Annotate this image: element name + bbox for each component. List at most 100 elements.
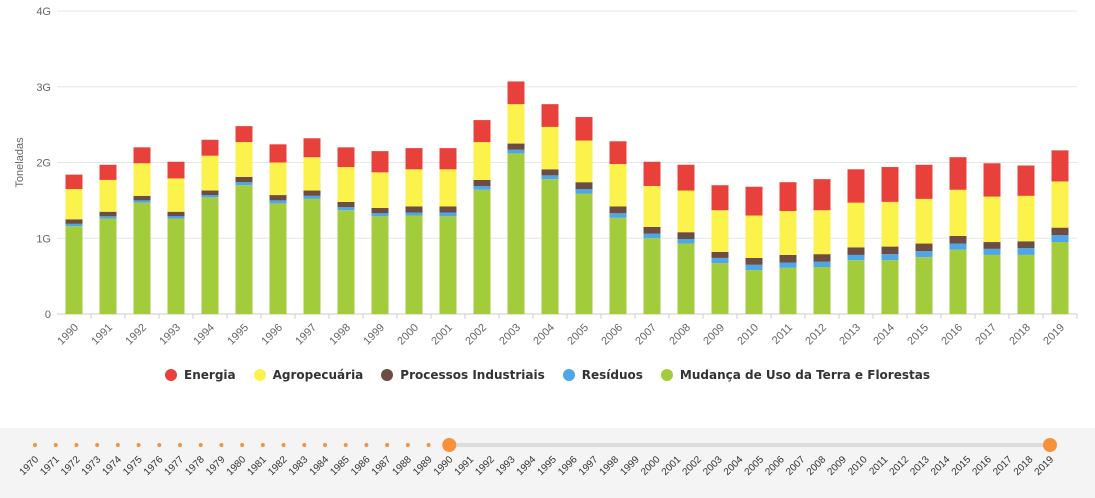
bar-residuos-1996[interactable] <box>269 200 287 204</box>
bar-processos-industriais-2003[interactable] <box>507 143 525 150</box>
timeline-track[interactable]: 1970197119721973197419751976197719781979… <box>0 428 1095 498</box>
timeline-year-label[interactable]: 2004 <box>722 454 746 478</box>
bar-residuos-2000[interactable] <box>405 212 423 216</box>
timeline-year-dot[interactable] <box>157 443 162 447</box>
bar-mudanca-de-uso-da-terra-e-florestas-2015[interactable] <box>915 257 933 314</box>
timeline-year-label[interactable]: 1999 <box>618 454 642 478</box>
bar-residuos-1999[interactable] <box>371 213 389 217</box>
bar-processos-industriais-1990[interactable] <box>65 219 83 224</box>
bar-processos-industriais-1996[interactable] <box>269 195 287 201</box>
bar-residuos-2015[interactable] <box>915 251 933 258</box>
bar-mudanca-de-uso-da-terra-e-florestas-2018[interactable] <box>1017 254 1035 314</box>
bar-agropecuaria-2011[interactable] <box>779 210 797 255</box>
bar-energia-1998[interactable] <box>337 147 355 168</box>
bar-processos-industriais-1992[interactable] <box>133 195 151 201</box>
bar-agropecuaria-1998[interactable] <box>337 167 355 202</box>
bar-agropecuaria-2014[interactable] <box>881 201 899 247</box>
bar-processos-industriais-2018[interactable] <box>1017 241 1035 249</box>
bar-mudanca-de-uso-da-terra-e-florestas-2017[interactable] <box>983 254 1001 314</box>
bar-agropecuaria-1991[interactable] <box>99 179 117 212</box>
bar-agropecuaria-2002[interactable] <box>473 142 491 180</box>
bar-agropecuaria-2003[interactable] <box>507 104 525 144</box>
bar-processos-industriais-2004[interactable] <box>541 169 559 176</box>
bar-energia-2001[interactable] <box>439 148 457 170</box>
timeline-year-dot[interactable] <box>343 443 348 447</box>
legend-item-residuos[interactable]: Resíduos <box>562 368 643 382</box>
timeline-year-dot[interactable] <box>323 443 327 447</box>
timeline-year-label[interactable]: 1971 <box>38 454 62 478</box>
bar-energia-1996[interactable] <box>269 144 287 163</box>
bar-processos-industriais-2005[interactable] <box>575 182 593 190</box>
timeline-year-dot[interactable] <box>405 443 410 447</box>
timeline-year-dot[interactable] <box>74 443 79 447</box>
timeline-year-label[interactable]: 1984 <box>308 454 332 478</box>
bar-mudanca-de-uso-da-terra-e-florestas-2001[interactable] <box>439 216 457 314</box>
timeline-year-label[interactable]: 1975 <box>121 454 145 478</box>
timeline-year-label[interactable]: 1985 <box>328 454 352 478</box>
timeline-year-label[interactable]: 1989 <box>411 454 435 478</box>
bar-energia-2017[interactable] <box>983 163 1001 197</box>
bar-processos-industriais-2016[interactable] <box>949 235 967 244</box>
timeline-year-label[interactable]: 1991 <box>453 454 477 478</box>
timeline-year-label[interactable]: 2002 <box>680 454 704 478</box>
timeline-year-label[interactable]: 1982 <box>266 454 290 478</box>
bar-residuos-2017[interactable] <box>983 248 1001 255</box>
timeline-year-dot[interactable] <box>385 443 390 447</box>
bar-residuos-2007[interactable] <box>643 233 661 239</box>
timeline-year-label[interactable]: 2017 <box>991 454 1015 478</box>
bar-processos-industriais-1994[interactable] <box>201 190 219 196</box>
bar-mudanca-de-uso-da-terra-e-florestas-2010[interactable] <box>745 270 763 314</box>
bar-residuos-2010[interactable] <box>745 264 763 271</box>
bar-mudanca-de-uso-da-terra-e-florestas-2012[interactable] <box>813 267 831 314</box>
timeline-year-dot[interactable] <box>95 443 100 447</box>
timeline-year-label[interactable]: 1988 <box>390 454 414 478</box>
timeline-year-dot[interactable] <box>136 443 141 447</box>
bar-energia-1997[interactable] <box>303 138 321 158</box>
bar-mudanca-de-uso-da-terra-e-florestas-1998[interactable] <box>337 210 355 314</box>
timeline-year-label[interactable]: 1978 <box>183 454 207 478</box>
bar-mudanca-de-uso-da-terra-e-florestas-2000[interactable] <box>405 215 423 314</box>
bar-residuos-2014[interactable] <box>881 254 899 261</box>
bar-energia-1994[interactable] <box>201 139 219 156</box>
bar-mudanca-de-uso-da-terra-e-florestas-2009[interactable] <box>711 263 729 314</box>
timeline-year-label[interactable]: 1977 <box>163 454 187 478</box>
timeline-year-dot[interactable] <box>198 443 203 447</box>
bar-residuos-1990[interactable] <box>65 223 83 227</box>
bar-processos-industriais-1998[interactable] <box>337 201 355 208</box>
bar-processos-industriais-2001[interactable] <box>439 206 457 213</box>
bar-residuos-2011[interactable] <box>779 262 797 268</box>
timeline-year-label[interactable]: 1983 <box>287 454 311 478</box>
bar-agropecuaria-2012[interactable] <box>813 210 831 255</box>
bar-mudanca-de-uso-da-terra-e-florestas-1990[interactable] <box>65 226 83 314</box>
bar-mudanca-de-uso-da-terra-e-florestas-1997[interactable] <box>303 198 321 314</box>
timeline-year-label[interactable]: 1973 <box>80 454 104 478</box>
bar-energia-2008[interactable] <box>677 164 695 191</box>
bar-agropecuaria-1994[interactable] <box>201 155 219 191</box>
bar-mudanca-de-uso-da-terra-e-florestas-1994[interactable] <box>201 197 219 314</box>
bar-residuos-2009[interactable] <box>711 257 729 264</box>
bar-mudanca-de-uso-da-terra-e-florestas-1995[interactable] <box>235 185 253 314</box>
bar-agropecuaria-1996[interactable] <box>269 162 287 196</box>
bar-processos-industriais-1993[interactable] <box>167 211 185 217</box>
bar-mudanca-de-uso-da-terra-e-florestas-1991[interactable] <box>99 218 117 314</box>
timeline-year-label[interactable]: 1997 <box>577 454 601 478</box>
bar-agropecuaria-2007[interactable] <box>643 185 661 227</box>
timeline-year-label[interactable]: 2010 <box>846 454 870 478</box>
bar-mudanca-de-uso-da-terra-e-florestas-2004[interactable] <box>541 179 559 314</box>
bar-agropecuaria-2010[interactable] <box>745 215 763 258</box>
bar-agropecuaria-2015[interactable] <box>915 198 933 244</box>
timeline-year-label[interactable]: 2019 <box>1033 454 1057 478</box>
bar-agropecuaria-2017[interactable] <box>983 196 1001 243</box>
timeline-year-label[interactable]: 2013 <box>908 454 932 478</box>
bar-energia-1991[interactable] <box>99 164 117 180</box>
bar-mudanca-de-uso-da-terra-e-florestas-2006[interactable] <box>609 217 627 314</box>
bar-agropecuaria-1990[interactable] <box>65 189 83 220</box>
timeline-year-label[interactable]: 2005 <box>743 454 767 478</box>
timeline-end-handle[interactable] <box>1043 438 1057 452</box>
bar-energia-1993[interactable] <box>167 161 185 179</box>
bar-agropecuaria-2013[interactable] <box>847 202 865 248</box>
bar-residuos-1997[interactable] <box>303 195 321 199</box>
timeline-year-label[interactable]: 1970 <box>18 454 42 478</box>
bar-mudanca-de-uso-da-terra-e-florestas-1992[interactable] <box>133 202 151 314</box>
bar-mudanca-de-uso-da-terra-e-florestas-1996[interactable] <box>269 203 287 314</box>
